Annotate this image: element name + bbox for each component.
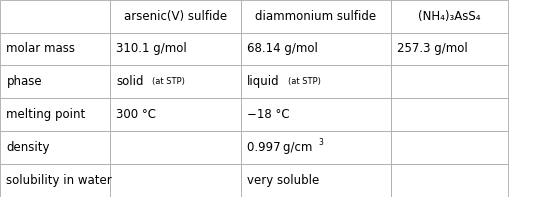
Text: −18 °C: −18 °C <box>247 108 290 121</box>
Text: molar mass: molar mass <box>6 43 75 55</box>
Text: solid: solid <box>116 75 143 88</box>
Text: very soluble: very soluble <box>247 174 319 187</box>
Bar <box>110 65 241 98</box>
Bar <box>241 33 391 65</box>
Bar <box>391 0 508 33</box>
Text: diammonium sulfide: diammonium sulfide <box>255 10 376 23</box>
Text: 68.14 g/mol: 68.14 g/mol <box>247 43 318 55</box>
Bar <box>391 98 508 131</box>
Bar <box>241 65 391 98</box>
Bar <box>241 131 391 164</box>
Text: 300 °C: 300 °C <box>116 108 156 121</box>
Text: phase: phase <box>6 75 42 88</box>
Text: melting point: melting point <box>6 108 86 121</box>
Bar <box>110 131 241 164</box>
Bar <box>0 65 110 98</box>
Bar <box>241 164 391 197</box>
Bar <box>110 98 241 131</box>
Bar <box>0 33 110 65</box>
Text: solubility in water: solubility in water <box>6 174 112 187</box>
Text: 0.997 g/cm: 0.997 g/cm <box>247 141 312 154</box>
Bar <box>0 131 110 164</box>
Text: arsenic(V) sulfide: arsenic(V) sulfide <box>124 10 227 23</box>
Bar <box>0 98 110 131</box>
Text: (at STP): (at STP) <box>288 77 320 86</box>
Text: liquid: liquid <box>247 75 280 88</box>
Bar <box>391 164 508 197</box>
Bar <box>241 98 391 131</box>
Text: 257.3 g/mol: 257.3 g/mol <box>397 43 468 55</box>
Bar <box>391 65 508 98</box>
Bar <box>0 164 110 197</box>
Text: 3: 3 <box>318 138 323 147</box>
Text: density: density <box>6 141 50 154</box>
Bar <box>241 0 391 33</box>
Bar <box>110 33 241 65</box>
Bar <box>110 0 241 33</box>
Bar <box>0 0 110 33</box>
Text: (at STP): (at STP) <box>152 77 185 86</box>
Bar <box>110 164 241 197</box>
Bar <box>391 33 508 65</box>
Bar <box>391 131 508 164</box>
Text: 310.1 g/mol: 310.1 g/mol <box>116 43 187 55</box>
Text: (NH₄)₃AsS₄: (NH₄)₃AsS₄ <box>418 10 480 23</box>
